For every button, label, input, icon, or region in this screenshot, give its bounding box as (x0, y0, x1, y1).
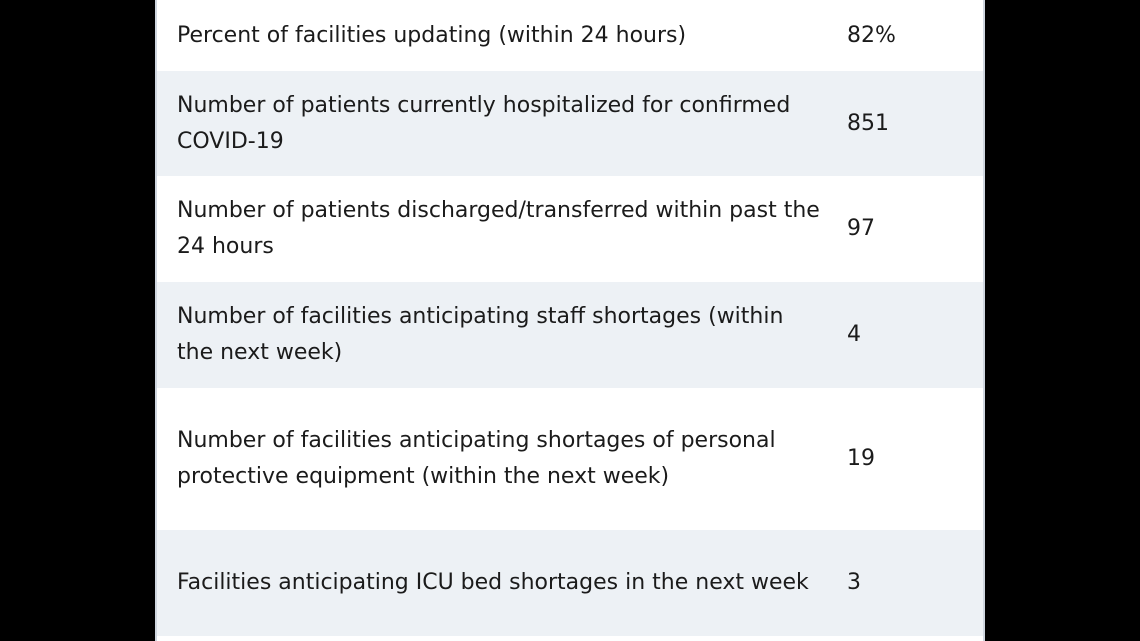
table-row: Number of patients discharged/transferre… (157, 176, 983, 282)
row-label: Number of facilities anticipating shorta… (177, 428, 776, 489)
row-value: 97 (847, 216, 875, 241)
row-value: 19 (847, 446, 875, 471)
row-value: 3 (847, 570, 861, 595)
row-value: 4 (847, 322, 861, 347)
row-label: Number of patients currently hospitalize… (177, 92, 791, 154)
table-row: Number of facilities anticipating shorta… (157, 388, 983, 530)
row-label: Percent of facilities updating (within 2… (177, 22, 687, 48)
hospital-data-table: Percent of facilities updating (within 2… (157, 0, 983, 636)
row-label: Facilities anticipating ICU bed shortage… (177, 570, 809, 595)
table-row: Number of patients currently hospitalize… (157, 71, 983, 176)
table-row: Percent of facilities updating (within 2… (157, 0, 983, 71)
table-row: Number of facilities anticipating staff … (157, 282, 983, 388)
row-value: 851 (847, 110, 889, 136)
row-label: Number of patients discharged/transferre… (177, 198, 820, 259)
table-container: Percent of facilities updating (within 2… (155, 0, 985, 641)
row-label: Number of facilities anticipating staff … (177, 304, 784, 365)
row-value: 82% (847, 22, 896, 48)
table-row: Facilities anticipating ICU bed shortage… (157, 530, 983, 636)
